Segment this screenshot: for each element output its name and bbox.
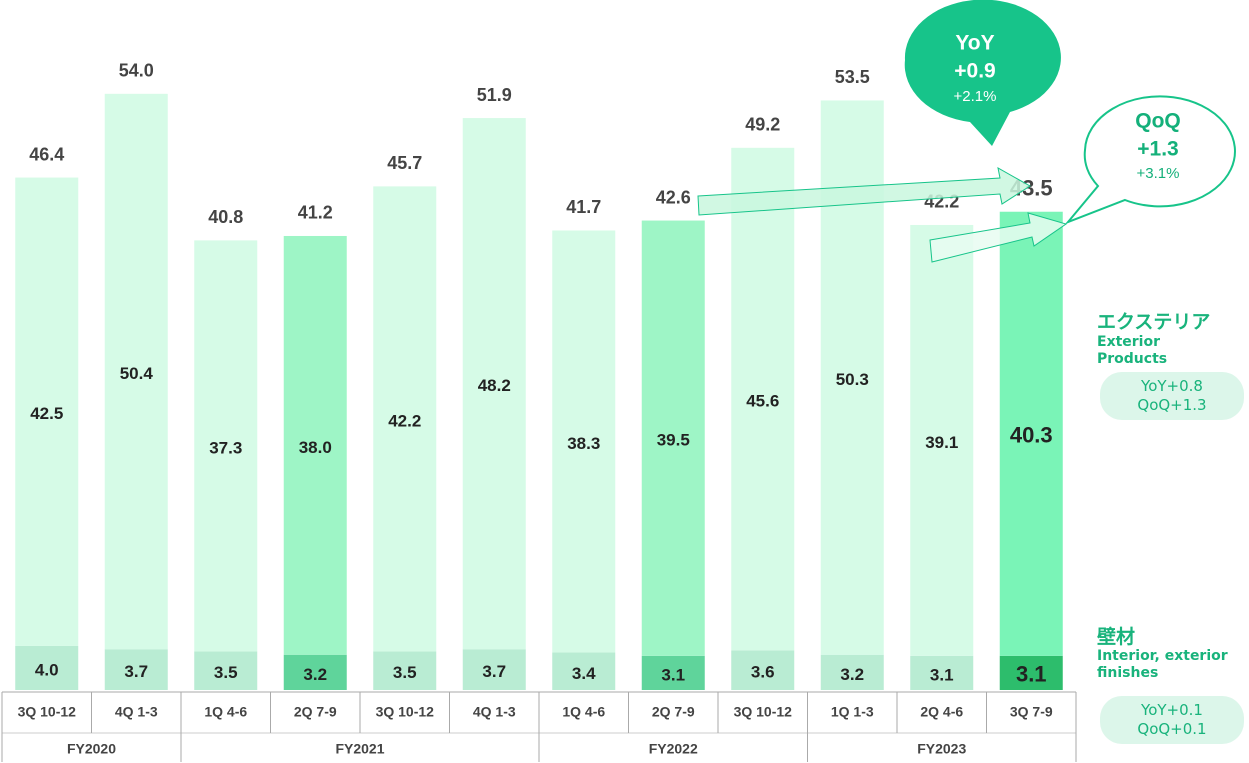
yoy-change: YoY+0.1 [1141,701,1203,719]
bar-segment [999,211,1063,656]
legend-label: エクステリア [1097,311,1211,333]
data-label: 3.4 [572,664,596,683]
data-label: 3.5 [214,663,238,682]
arrow [697,167,1031,216]
yoy-percent: +2.1% [954,88,997,105]
group-label: FY2021 [335,741,384,757]
x-tick-label: 2Q 7-9 [294,704,337,720]
bar-segment [462,118,526,650]
bar-segment [910,655,974,690]
total-label: 40.8 [208,207,243,227]
x-tick-label: 3Q 7-9 [1010,704,1053,720]
data-label: 48.2 [478,376,511,395]
yoy-label: YoY [955,32,994,55]
data-label: 39.5 [657,431,690,450]
bar-segment [283,235,347,655]
total-label: 46.4 [29,144,64,164]
total-label: 53.5 [835,67,870,87]
data-label: 50.4 [120,364,154,383]
group-label: FY2022 [649,741,698,757]
yoy-change: YoY+0.8 [1141,377,1203,395]
x-tick-label: 1Q 4-6 [562,704,605,720]
x-tick-label: 1Q 1-3 [831,704,874,720]
data-label: 42.5 [30,404,63,423]
bar-segment [104,93,168,650]
bar-segment [999,655,1063,690]
total-label: 41.2 [298,203,333,223]
bar-segment [194,651,258,690]
x-tick-label: 3Q 10-12 [376,704,435,720]
legend-change: YoY+0.8 QoQ+1.3 [1100,372,1244,420]
qoq-bubble [1064,95,1236,225]
group-label: FY2020 [67,741,116,757]
bar-segment [731,650,795,690]
total-label: 51.9 [477,85,512,105]
data-label: 3.1 [930,665,954,684]
qoq-change: QoQ+1.3 [1137,396,1207,414]
x-tick-label: 4Q 1-3 [115,704,158,720]
data-label: 3.7 [482,662,506,681]
data-label: 3.2 [840,665,864,684]
data-label: 38.3 [567,434,600,453]
bar-segment [373,186,437,652]
x-tick-label: 3Q 10-12 [18,704,77,720]
data-label: 3.7 [124,662,148,681]
data-label: 3.5 [393,663,417,682]
bar-segment [15,177,79,646]
bar-segment [641,220,705,656]
data-label: 3.1 [1016,662,1047,687]
legend-label: 壁材 [1097,626,1136,648]
total-label: 54.0 [119,61,154,81]
yoy-value: +0.9 [954,60,995,83]
x-tick-label: 2Q 7-9 [652,704,695,720]
bar-segment [641,655,705,690]
data-label: 4.0 [35,660,59,679]
x-tick-label: 4Q 1-3 [473,704,516,720]
data-label: 3.6 [751,663,775,682]
data-label: 3.2 [303,665,327,684]
data-label: 38.0 [299,438,332,457]
qoq-percent: +3.1% [1137,165,1180,182]
legend-description: Interior, exterior finishes [1097,648,1228,681]
category-axis: 3Q 10-12 4Q 1-3 FY2020 1Q 4-6 2Q 7-9 3Q 10-12… [1,691,1077,762]
bar-segment [194,240,258,652]
data-label: 50.3 [836,370,869,389]
bar-segment [15,645,79,690]
legend-description: Exterior Products [1097,334,1168,367]
total-label: 45.7 [387,153,422,173]
data-label: 42.2 [388,411,421,430]
data-label: 37.3 [209,438,242,457]
total-label: 49.2 [745,115,780,135]
arrow [929,212,1068,263]
bar-segment [910,224,974,656]
total-label: 41.7 [566,197,601,217]
bar-segment [283,654,347,690]
x-tick-label: 1Q 4-6 [204,704,247,720]
bar-segment [373,651,437,690]
group-label: FY2023 [917,741,966,757]
qoq-change: QoQ+0.1 [1137,720,1207,738]
bar-segment [731,147,795,651]
qoq-label: QoQ [1135,110,1181,133]
data-label: 39.1 [925,433,958,452]
bar-segment [820,654,884,690]
legend-change: YoY+0.1 QoQ+0.1 [1100,696,1244,744]
bars: 4.0 42.5 46.4 3.7 50.4 54.0 3.5 37.3 40.8 3.2 38.0… [15,61,1063,690]
data-label: 40.3 [1010,423,1053,448]
x-tick-label: 2Q 4-6 [920,704,963,720]
bar-segment [104,649,168,690]
bar-segment [552,652,616,690]
yoy-bubble [904,0,1061,146]
data-label: 45.6 [746,392,779,411]
total-label: 42.6 [656,187,691,207]
x-tick-label: 3Q 10-12 [734,704,793,720]
bar-segment [552,230,616,653]
data-label: 3.1 [661,665,685,684]
qoq-value: +1.3 [1137,138,1178,161]
bar-segment [462,649,526,690]
